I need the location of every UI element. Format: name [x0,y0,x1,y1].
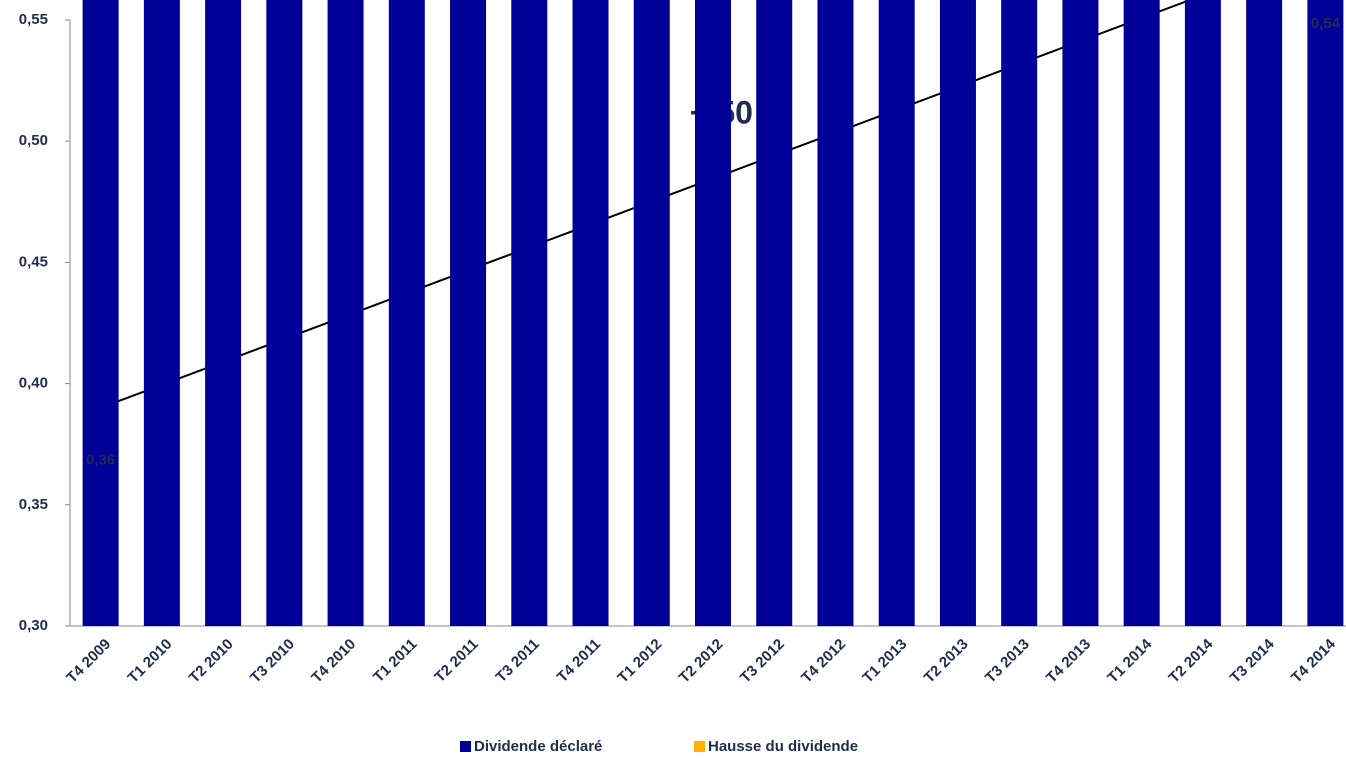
x-tick-label: T1 2010 [125,636,176,687]
bar-segment [633,0,670,627]
bar-segment [266,0,303,627]
bar-segment [205,0,242,627]
x-tick-label: T2 2013 [921,636,972,687]
x-tick-label: T1 2011 [370,636,420,686]
x-tick-label: T4 2014 [1288,635,1339,686]
bar-segment [388,0,425,626]
bar-segment [1246,0,1283,626]
x-tick-label: T4 2013 [1043,636,1094,687]
legend-swatch [460,741,471,752]
x-tick-label: T2 2014 [1166,635,1217,686]
bar-segment [756,0,793,626]
y-tick-label: 0,45 [19,253,48,270]
x-tick-label: T4 2010 [308,636,359,687]
data-label: 0,54 [1311,15,1341,32]
bar-segment [939,0,976,626]
x-tick-label: T4 2009 [63,636,114,687]
legend-swatch [694,741,705,752]
bar-segment [695,0,731,627]
bar-segment [817,0,854,626]
bar-segment [878,0,915,626]
x-tick-label: T4 2012 [798,636,849,687]
x-tick-label: T1 2013 [859,636,910,687]
bar-segment [82,0,119,627]
y-tick-label: 0,40 [19,375,48,392]
x-tick-label: T1 2014 [1104,635,1155,686]
bar-segment [143,0,180,627]
x-tick-label: T3 2014 [1227,635,1278,686]
x-tick-label: T2 2011 [431,636,481,686]
x-tick-label: T3 2012 [737,636,788,687]
y-tick-label: 0,55 [19,11,48,28]
bar-segment [1123,0,1160,626]
bar-segment [1307,0,1344,626]
bar-segment [327,0,364,627]
y-tick-label: 0,30 [19,617,48,634]
legend-label: Hausse du dividende [708,738,858,755]
x-tick-label: T4 2011 [554,636,604,686]
x-tick-label: T3 2011 [493,636,543,686]
bar-segment [572,0,609,626]
bar-segment [450,0,487,626]
x-tick-label: T3 2013 [982,636,1033,687]
bar-segment [1184,0,1221,626]
bar-segment [1001,0,1038,626]
data-label: 0,36 [86,452,115,469]
x-tick-label: T2 2010 [186,636,237,687]
x-tick-label: T1 2012 [614,636,665,687]
bar-segment [1062,0,1099,626]
legend-label: Dividende déclaré [474,738,602,755]
x-tick-label: T2 2012 [676,636,727,687]
x-tick-label: T3 2010 [247,636,298,687]
y-tick-label: 0,35 [19,496,48,513]
bar-segment [511,0,548,626]
y-tick-label: 0,50 [19,132,48,149]
